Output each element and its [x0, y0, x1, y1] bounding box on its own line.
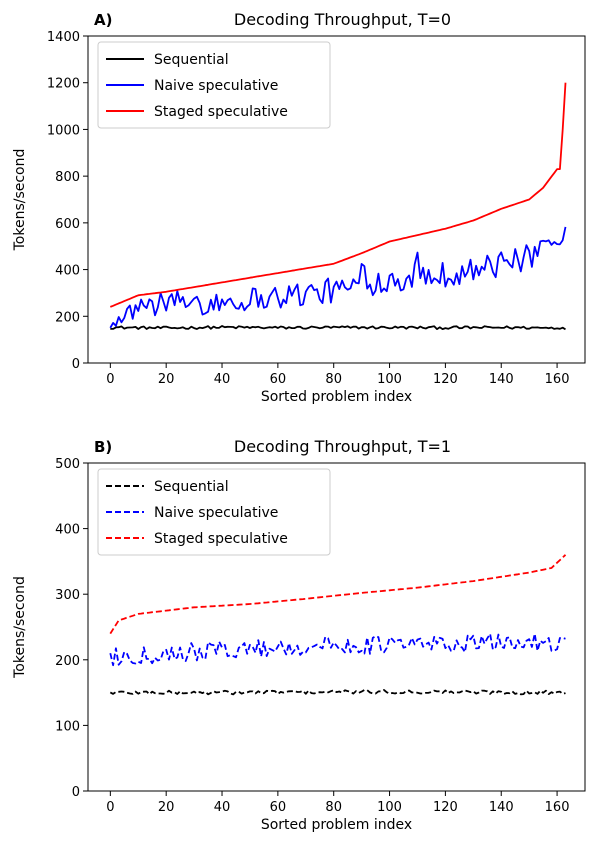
legend-label: Staged speculative	[154, 531, 288, 547]
series-line-sequential	[110, 325, 566, 331]
x-tick-label: 80	[325, 372, 342, 387]
x-tick-label: 140	[489, 372, 514, 387]
legend-label: Sequential	[154, 52, 229, 68]
y-tick-label: 300	[55, 588, 80, 603]
legend: Sequential Naive speculative Staged specul…	[97, 41, 331, 129]
x-tick-label: 100	[377, 800, 402, 815]
x-tick-label: 20	[158, 372, 175, 387]
x-tick-label: 40	[214, 800, 231, 815]
x-tick-label: 20	[158, 800, 175, 815]
y-axis-label: Tokens/second	[12, 576, 28, 679]
y-tick-label: 500	[55, 457, 80, 472]
y-axis-label: Tokens/second	[12, 149, 28, 252]
x-tick-label: 40	[214, 372, 231, 387]
legend-label: Naive speculative	[154, 505, 278, 521]
y-tick-label: 1000	[47, 123, 80, 138]
x-tick-label: 100	[377, 372, 402, 387]
y-tick-label: 1400	[47, 30, 80, 45]
y-tick-label: 200	[55, 310, 80, 325]
y-tick-label: 0	[72, 357, 80, 372]
x-tick-label: 0	[106, 372, 114, 387]
legend-box	[97, 41, 331, 129]
legend-label: Naive speculative	[154, 78, 278, 94]
x-tick-label: 0	[106, 800, 114, 815]
y-tick-label: 400	[55, 523, 80, 538]
x-tick-label: 60	[270, 372, 287, 387]
legend-box	[97, 468, 331, 556]
x-tick-label: 120	[433, 800, 458, 815]
y-tick-label: 800	[55, 170, 80, 185]
chart-title: Decoding Throughput, T=1	[234, 437, 451, 456]
legend: Sequential Naive speculative Staged specul…	[97, 468, 331, 556]
x-tick-label: 80	[325, 800, 342, 815]
y-tick-label: 600	[55, 217, 80, 232]
series-line-staged-speculative	[109, 554, 567, 635]
y-tick-label: 200	[55, 654, 80, 669]
x-tick-label: 60	[270, 800, 287, 815]
x-tick-label: 160	[545, 800, 570, 815]
series-line-sequential	[109, 689, 566, 696]
chart-title: Decoding Throughput, T=0	[234, 10, 451, 29]
panel-label: A)	[94, 11, 112, 29]
panel-b: 0 20 40 60 80 100 120 140 160 0 100 200 300 400 500 Sor…	[12, 437, 586, 833]
plot-frame	[87, 35, 586, 364]
y-tick-label: 0	[72, 785, 80, 800]
x-tick-label: 120	[433, 372, 458, 387]
y-tick-label: 400	[55, 264, 80, 279]
series-line-naive-speculative	[109, 632, 566, 667]
y-tick-label: 1200	[47, 77, 80, 92]
x-axis-label: Sorted problem index	[261, 817, 412, 833]
x-tick-label: 140	[489, 800, 514, 815]
panel-label: B)	[94, 438, 112, 456]
x-axis-label: Sorted problem index	[261, 389, 412, 405]
legend-label: Staged speculative	[154, 104, 288, 120]
plot-frame	[87, 462, 586, 792]
legend-label: Sequential	[154, 479, 229, 495]
panel-a: 0 20 40 60 80 100 120 140 160 0 200 400 600 800 1000 12…	[12, 10, 586, 405]
x-tick-label: 160	[545, 372, 570, 387]
series-line-naive-speculative	[109, 226, 567, 329]
series-line-staged-speculative	[109, 82, 567, 308]
y-tick-label: 100	[55, 719, 80, 734]
